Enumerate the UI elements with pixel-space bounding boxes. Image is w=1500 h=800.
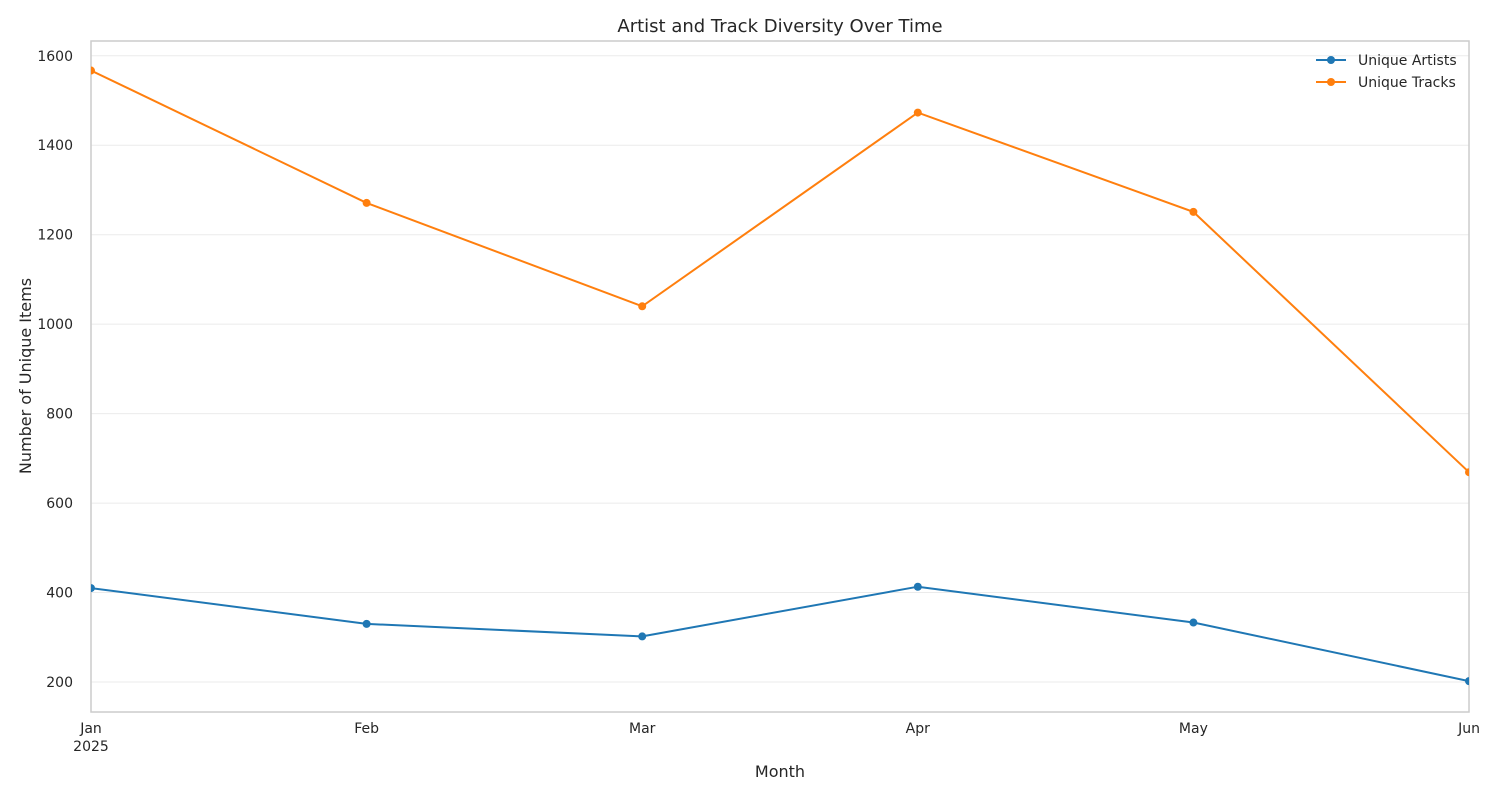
- x-axis-ticks: Jan 2025 Feb Mar Apr May Jun: [73, 721, 1480, 755]
- x-tick-label: Jan: [79, 721, 102, 737]
- y-axis-title: Number of Unique Items: [16, 278, 35, 474]
- y-tick-label: 400: [46, 586, 73, 602]
- data-point-unique-artists: [1465, 677, 1469, 686]
- data-point-unique-artists: [91, 584, 95, 593]
- legend-marker: [1327, 56, 1335, 64]
- data-point-unique-artists: [1189, 618, 1198, 627]
- legend-marker: [1327, 78, 1335, 86]
- legend-label: Unique Artists: [1358, 53, 1457, 69]
- x-tick-label: Apr: [906, 721, 930, 737]
- data-point-unique-tracks: [1189, 207, 1198, 216]
- data-point-unique-tracks: [362, 198, 371, 207]
- series-line-unique-artists: [91, 585, 1469, 683]
- x-tick-label: Feb: [354, 721, 379, 737]
- data-point-unique-artists: [638, 632, 647, 641]
- legend: Unique Artists Unique Tracks: [1316, 53, 1457, 91]
- plot-frame: [90, 40, 1470, 713]
- chart-title: Artist and Track Diversity Over Time: [617, 16, 942, 37]
- data-point-unique-tracks: [638, 302, 647, 311]
- plot-area: [91, 66, 1469, 686]
- data-point-unique-tracks: [1465, 468, 1469, 477]
- legend-label: Unique Tracks: [1358, 75, 1456, 91]
- y-tick-label: 800: [46, 407, 73, 423]
- y-tick-label: 1000: [37, 317, 73, 333]
- series-lines: [91, 66, 1469, 686]
- legend-item-unique-tracks: Unique Tracks: [1316, 75, 1456, 91]
- data-point-unique-artists: [913, 582, 922, 591]
- legend-item-unique-artists: Unique Artists: [1316, 53, 1457, 69]
- data-point-unique-tracks: [91, 66, 95, 75]
- data-point-unique-artists: [362, 619, 371, 628]
- gridlines: [91, 55, 1469, 683]
- y-tick-label: 1200: [37, 228, 73, 244]
- series-line-unique-tracks: [91, 69, 1469, 473]
- x-tick-label: Jun: [1457, 721, 1480, 737]
- y-tick-label: 1400: [37, 138, 73, 154]
- y-axis-ticks: 200 400 600 800 1000 1200 1400 1600: [37, 49, 73, 691]
- x-tick-label: May: [1179, 721, 1208, 737]
- x-axis-title: Month: [755, 762, 805, 781]
- data-point-unique-tracks: [913, 108, 922, 117]
- x-tick-sublabel: 2025: [73, 739, 109, 755]
- x-tick-label: Mar: [629, 721, 656, 737]
- y-tick-label: 200: [46, 675, 73, 691]
- y-tick-label: 1600: [37, 49, 73, 65]
- y-tick-label: 600: [46, 496, 73, 512]
